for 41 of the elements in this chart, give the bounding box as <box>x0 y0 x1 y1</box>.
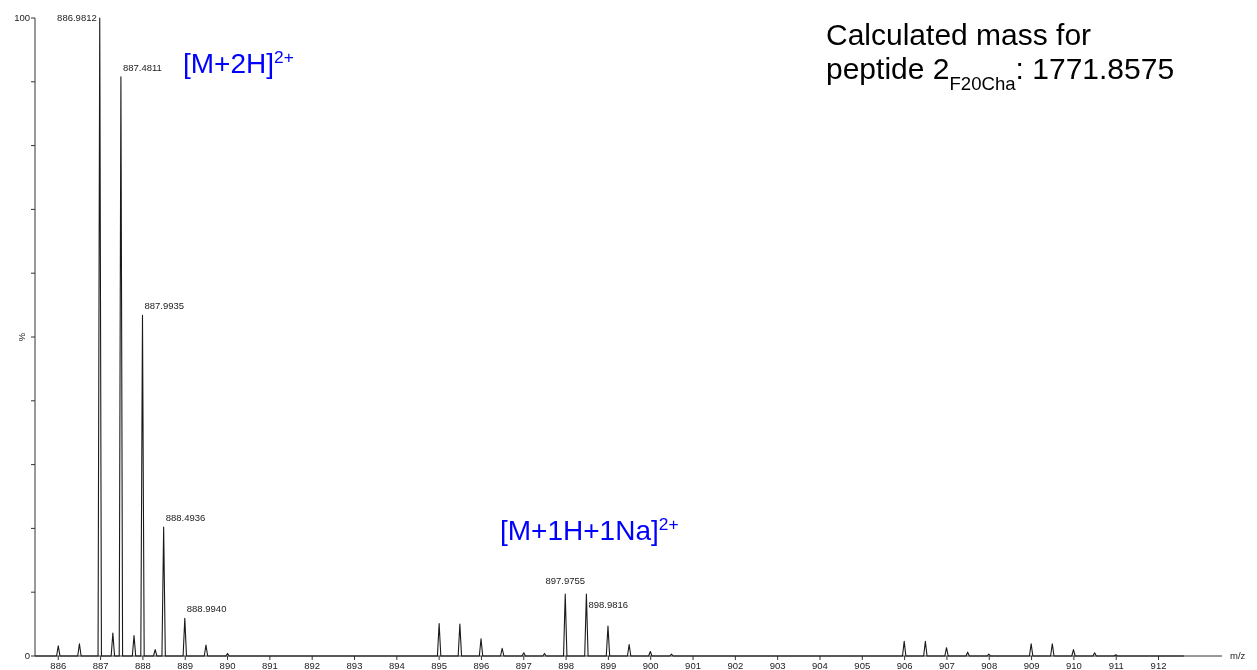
x-tick-label: 897 <box>515 660 532 670</box>
x-tick-label: 892 <box>304 660 321 670</box>
x-tick-label: 898 <box>558 660 575 670</box>
x-tick-label: 909 <box>1023 660 1040 670</box>
x-tick-label: 911 <box>1108 660 1124 670</box>
x-tick-label: 901 <box>685 660 701 670</box>
x-tick-label: 889 <box>177 660 194 670</box>
x-tick-label: 886 <box>50 660 67 670</box>
annotation: 888.4936 <box>165 512 206 524</box>
x-tick-label: 888 <box>134 660 151 670</box>
text: Calculated mass for peptide 2$_{F20Cha}$: 1771.8575 <box>826 18 1175 94</box>
x-tick-label: 903 <box>769 660 786 670</box>
x-tick-label: 912 <box>1150 660 1167 670</box>
x-tick-label: 891 <box>261 660 278 670</box>
annotation: 897.9755 <box>545 575 586 587</box>
x-tick-label: 908 <box>981 660 998 670</box>
x-tick-label: 905 <box>854 660 871 670</box>
y-axis-title: % <box>16 332 27 342</box>
annotation: 887.9935 <box>144 300 185 312</box>
annotation: [M+2H]$^{2+}$ <box>183 47 294 79</box>
x-tick-label: 904 <box>812 660 828 670</box>
annotation: 888.9940 <box>186 603 227 615</box>
x-tick-label: 900 <box>642 660 659 670</box>
x-tick-label: 894 <box>388 660 405 670</box>
x-tick-label: 890 <box>219 660 236 670</box>
x-tick-label: 907 <box>939 660 955 670</box>
x-tick-label: 895 <box>431 660 448 670</box>
annotation: 887.4811 <box>122 61 162 73</box>
y-tick-label: 100 <box>14 12 30 23</box>
x-tick-label: 896 <box>473 660 490 670</box>
x-tick-label: 893 <box>346 660 363 670</box>
annotation: 898.9816 <box>588 599 629 611</box>
x-tick-label: 902 <box>727 660 744 670</box>
x-tick-label: 887 <box>92 660 109 670</box>
x-tick-label: 899 <box>600 660 617 670</box>
annotation: [M+1H+1Na]$^{2+}$ <box>500 514 679 546</box>
x-tick-label: 910 <box>1065 660 1082 670</box>
x-tick-label: 906 <box>896 660 913 670</box>
x-axis-title: m/z <box>1230 650 1246 661</box>
y-tick-label: 0 <box>24 650 30 661</box>
annotation: 886.9812 <box>57 12 97 23</box>
